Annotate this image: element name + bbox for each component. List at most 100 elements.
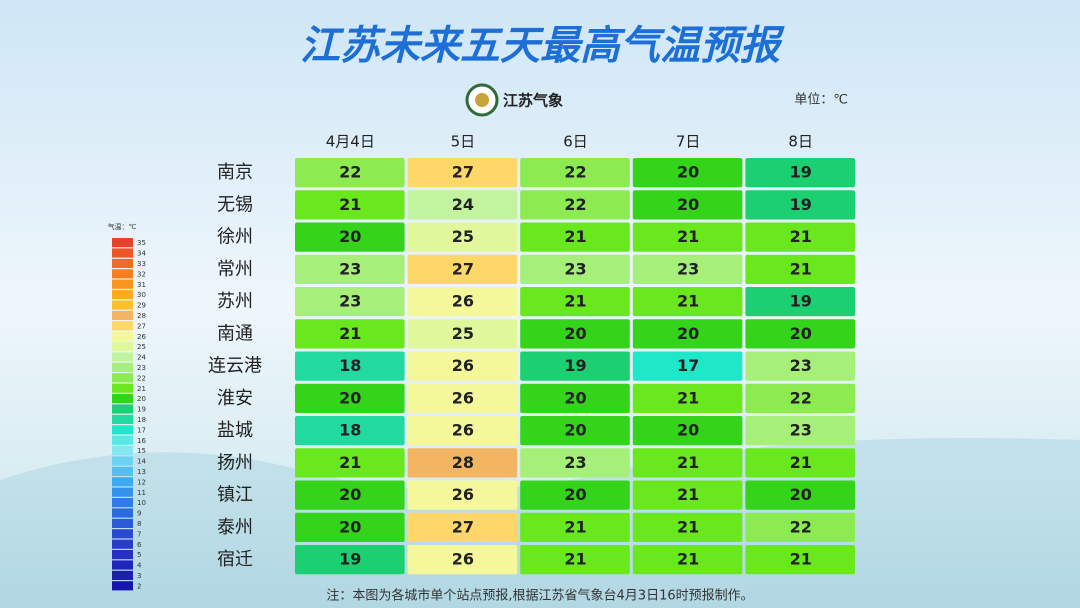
heat-cell [407, 254, 518, 284]
cell-value: 21 [790, 227, 812, 246]
heat-cell [407, 383, 518, 413]
heat-cell [632, 222, 743, 252]
heat-cell [407, 319, 518, 349]
heat-cell [295, 222, 405, 252]
cell-value: 20 [339, 227, 361, 246]
cell-value: 21 [564, 292, 586, 311]
legend-tick-label: 12 [137, 478, 146, 486]
heat-cell [632, 448, 743, 478]
cell-value: 27 [452, 517, 474, 536]
cell-value: 21 [790, 453, 812, 472]
legend-swatch [112, 487, 133, 497]
legend-tick-label: 25 [137, 343, 146, 351]
heat-cell [632, 351, 743, 381]
cell-value: 21 [790, 550, 812, 569]
legend-tick-label: 30 [137, 291, 146, 299]
legend-tick-label: 26 [137, 333, 146, 341]
heat-cell [407, 480, 518, 510]
legend-swatch [112, 550, 133, 560]
legend-swatch [112, 394, 133, 404]
cell-value: 19 [790, 163, 812, 182]
legend-tick-label: 24 [137, 354, 146, 362]
heat-cell [295, 158, 405, 188]
cell-value: 20 [790, 485, 812, 504]
row-label: 南京 [217, 162, 253, 183]
heat-cell [520, 190, 630, 220]
logo-icon [475, 93, 489, 107]
cell-value: 26 [452, 550, 474, 569]
legend-tick-label: 2 [137, 582, 141, 590]
cell-value: 23 [339, 292, 361, 311]
heat-cell [295, 190, 405, 220]
legend-tick-label: 20 [137, 395, 146, 403]
cell-value: 24 [452, 195, 474, 214]
row-label: 泰州 [217, 517, 253, 538]
legend-swatch [112, 383, 133, 393]
legend-swatch [112, 508, 133, 518]
heat-cell [295, 480, 405, 510]
cell-value: 28 [452, 453, 474, 472]
cell-value: 22 [339, 163, 361, 182]
row-label: 无锡 [217, 194, 253, 215]
cell-value: 21 [677, 517, 699, 536]
legend-tick-label: 19 [137, 406, 146, 414]
heat-cell [520, 287, 630, 317]
cell-value: 21 [339, 453, 361, 472]
heat-cell [745, 512, 855, 542]
heat-cell [407, 190, 518, 220]
cell-value: 20 [339, 517, 361, 536]
cell-value: 20 [564, 388, 586, 407]
cell-value: 21 [339, 324, 361, 343]
cell-value: 21 [677, 485, 699, 504]
heat-cell [632, 287, 743, 317]
heat-cell [295, 287, 405, 317]
row-label: 镇江 [217, 485, 253, 506]
legend-tick-label: 6 [137, 541, 142, 549]
cell-value: 23 [564, 453, 586, 472]
cell-value: 25 [452, 227, 474, 246]
cell-value: 20 [339, 388, 361, 407]
heat-cell [745, 416, 855, 446]
legend-tick-label: 7 [137, 530, 141, 538]
cell-value: 18 [339, 421, 361, 440]
heat-cell [745, 254, 855, 284]
cell-value: 22 [790, 517, 812, 536]
legend-swatch [112, 310, 133, 320]
cell-value: 20 [339, 485, 361, 504]
heat-cell [745, 158, 855, 188]
legend-tick-label: 14 [137, 458, 146, 466]
heat-cell [295, 254, 405, 284]
logo-text: 江苏气象 [503, 92, 563, 110]
heat-cell [632, 512, 743, 542]
cell-value: 21 [564, 550, 586, 569]
heat-cell [407, 351, 518, 381]
heat-cell [745, 190, 855, 220]
cell-value: 27 [452, 259, 474, 278]
legend-swatch [112, 539, 133, 549]
cell-value: 23 [339, 259, 361, 278]
legend-swatch [112, 498, 133, 508]
cell-value: 21 [677, 388, 699, 407]
cell-value: 25 [452, 324, 474, 343]
heat-cell [745, 545, 855, 575]
heat-cell [295, 319, 405, 349]
cell-value: 18 [339, 356, 361, 375]
cell-value: 23 [790, 421, 812, 440]
heat-cell [295, 351, 405, 381]
cell-value: 21 [339, 195, 361, 214]
heat-cell [632, 254, 743, 284]
heat-cell [632, 158, 743, 188]
legend-tick-label: 13 [137, 468, 146, 476]
column-header: 4月4日 [326, 133, 375, 151]
legend-tick-label: 9 [137, 510, 141, 518]
cell-value: 21 [677, 292, 699, 311]
heat-cell [407, 222, 518, 252]
heat-cell [520, 448, 630, 478]
row-label: 盐城 [217, 420, 253, 441]
cell-value: 20 [677, 421, 699, 440]
legend-swatch [112, 414, 133, 424]
legend-tick-label: 23 [137, 364, 146, 372]
heat-cell [520, 319, 630, 349]
cell-value: 19 [790, 292, 812, 311]
cell-value: 20 [564, 485, 586, 504]
